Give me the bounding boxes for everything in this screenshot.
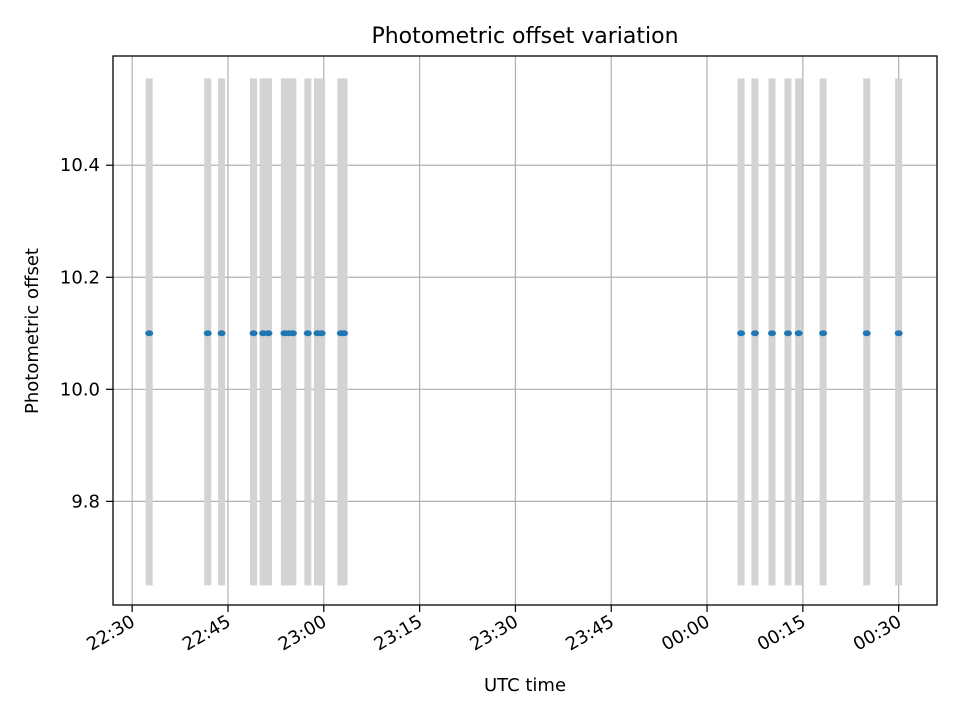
y-axis-ticks: 9.8 10.0 10.2 10.4 [60,155,113,512]
x-axis-ticks: 22:30 22:45 23:00 23:15 23:30 23:45 00:00 00:15… [83,605,905,655]
x-tick-label: 23:15 [371,611,426,655]
data-point [819,330,828,337]
data-point [264,330,273,337]
data-point-layer [145,330,903,337]
data-point [783,330,792,337]
x-tick-label: 22:45 [179,611,234,655]
x-tick-label: 00:15 [754,611,809,655]
x-tick-label: 23:45 [562,611,617,655]
x-tick-label: 23:00 [275,611,330,655]
data-point [203,330,212,337]
data-point [317,330,326,337]
data-point [303,330,312,337]
data-point [737,330,746,337]
data-point [794,330,803,337]
x-axis-label: UTC time [484,675,566,696]
data-point [862,330,871,337]
data-point [894,330,903,337]
data-point [217,330,226,337]
plot-frame [112,55,938,606]
x-tick-label: 00:00 [658,611,713,655]
x-tick-label: 23:30 [466,611,521,655]
y-axis-label: Photometric offset [22,248,43,414]
data-point [249,330,258,337]
y-tick-label: 9.8 [71,491,100,512]
chart-title: Photometric offset variation [371,24,678,49]
x-tick-label: 22:30 [83,611,138,655]
data-point [340,330,349,337]
grid-layer [113,56,937,605]
x-tick-label: 00:30 [850,611,905,655]
data-point [750,330,759,337]
y-tick-label: 10.0 [60,379,100,400]
data-point [145,330,154,337]
data-point [767,330,776,337]
y-tick-label: 10.2 [60,267,100,288]
y-tick-label: 10.4 [60,155,100,176]
data-point [288,330,297,337]
